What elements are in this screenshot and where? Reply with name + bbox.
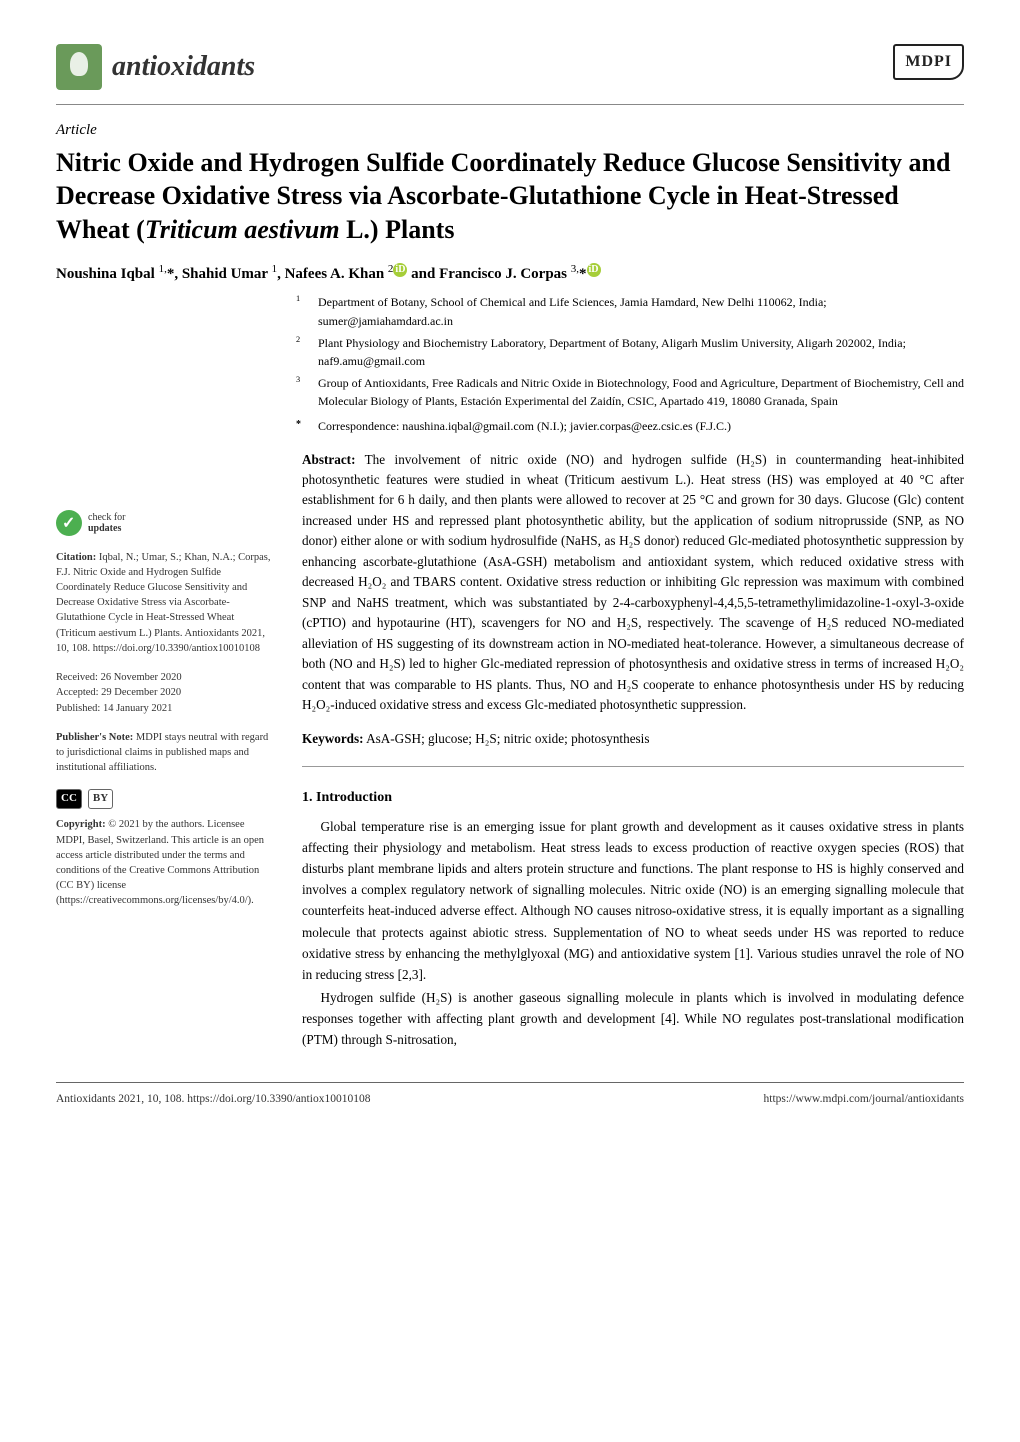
- citation-block: Citation: Iqbal, N.; Umar, S.; Khan, N.A…: [56, 550, 274, 657]
- article-type: Article: [56, 119, 964, 142]
- publisher-note-label: Publisher's Note:: [56, 732, 133, 743]
- corr-label: *: [296, 419, 301, 430]
- citation-text: Iqbal, N.; Umar, S.; Khan, N.A.; Corpas,…: [56, 552, 271, 654]
- correspondence: * Correspondence: naushina.iqbal@gmail.c…: [296, 417, 964, 436]
- article-title: Nitric Oxide and Hydrogen Sulfide Coordi…: [56, 146, 964, 247]
- received-date: Received: 26 November 2020: [56, 670, 274, 685]
- abstract: Abstract: The involvement of nitric oxid…: [302, 450, 964, 716]
- check-icon: [56, 510, 82, 536]
- affil-text-2: Plant Physiology and Biochemistry Labora…: [318, 334, 964, 371]
- journal-logo: antioxidants: [56, 44, 255, 90]
- abstract-label: Abstract:: [302, 452, 355, 467]
- publisher-note-block: Publisher's Note: MDPI stays neutral wit…: [56, 730, 274, 776]
- affiliation-3: 3 Group of Antioxidants, Free Radicals a…: [296, 374, 964, 411]
- cc-icon: CC: [56, 789, 82, 809]
- journal-name: antioxidants: [112, 46, 255, 88]
- keywords-label: Keywords:: [302, 731, 364, 746]
- sidebar: check for updates Citation: Iqbal, N.; U…: [56, 450, 274, 1053]
- dates-block: Received: 26 November 2020 Accepted: 29 …: [56, 670, 274, 716]
- introduction-text: Global temperature rise is an emerging i…: [302, 816, 964, 1050]
- corr-text: Correspondence: naushina.iqbal@gmail.com…: [318, 417, 731, 436]
- abstract-text: The involvement of nitric oxide (NO) and…: [302, 452, 964, 712]
- citation-label: Citation:: [56, 552, 96, 563]
- header-row: antioxidants MDPI: [56, 44, 964, 90]
- orcid-icon: iD: [393, 263, 407, 277]
- section-1-heading: 1. Introduction: [302, 787, 964, 808]
- footer: Antioxidants 2021, 10, 108. https://doi.…: [56, 1082, 964, 1108]
- affil-num-2: 2: [296, 335, 300, 344]
- copyright-label: Copyright:: [56, 819, 106, 830]
- accepted-date: Accepted: 29 December 2020: [56, 685, 274, 700]
- affiliation-2: 2 Plant Physiology and Biochemistry Labo…: [296, 334, 964, 371]
- intro-para-1: Global temperature rise is an emerging i…: [302, 816, 964, 985]
- main-column: Abstract: The involvement of nitric oxid…: [302, 450, 964, 1053]
- affil-text-1: Department of Botany, School of Chemical…: [318, 293, 964, 330]
- authors: Noushina Iqbal 1,*, Shahid Umar 1, Nafee…: [56, 261, 964, 286]
- check-line1: check for: [88, 512, 125, 523]
- keywords: Keywords: AsA-GSH; glucose; H₂S; nitric …: [302, 729, 964, 766]
- intro-para-2: Hydrogen sulfide (H₂S) is another gaseou…: [302, 987, 964, 1050]
- footer-right: https://www.mdpi.com/journal/antioxidant…: [764, 1091, 965, 1108]
- footer-left: Antioxidants 2021, 10, 108. https://doi.…: [56, 1091, 370, 1108]
- affil-num-3: 3: [296, 375, 300, 384]
- copyright-text: © 2021 by the authors. Licensee MDPI, Ba…: [56, 819, 264, 906]
- check-text: check for updates: [88, 512, 125, 534]
- separator: [56, 104, 964, 105]
- affiliation-1: 1 Department of Botany, School of Chemic…: [296, 293, 964, 330]
- cc-icons: CC BY: [56, 789, 274, 809]
- affil-num-1: 1: [296, 294, 300, 303]
- publisher-logo: MDPI: [893, 44, 964, 80]
- copyright-block: Copyright: © 2021 by the authors. Licens…: [56, 817, 274, 908]
- check-line2: updates: [88, 523, 125, 534]
- affiliations: 1 Department of Botany, School of Chemic…: [296, 293, 964, 435]
- by-icon: BY: [88, 789, 113, 809]
- journal-icon: [56, 44, 102, 90]
- check-for-updates[interactable]: check for updates: [56, 510, 274, 536]
- orcid-icon: iD: [587, 263, 601, 277]
- affil-text-3: Group of Antioxidants, Free Radicals and…: [318, 374, 964, 411]
- keywords-text: AsA-GSH; glucose; H₂S; nitric oxide; pho…: [364, 731, 650, 746]
- published-date: Published: 14 January 2021: [56, 701, 274, 716]
